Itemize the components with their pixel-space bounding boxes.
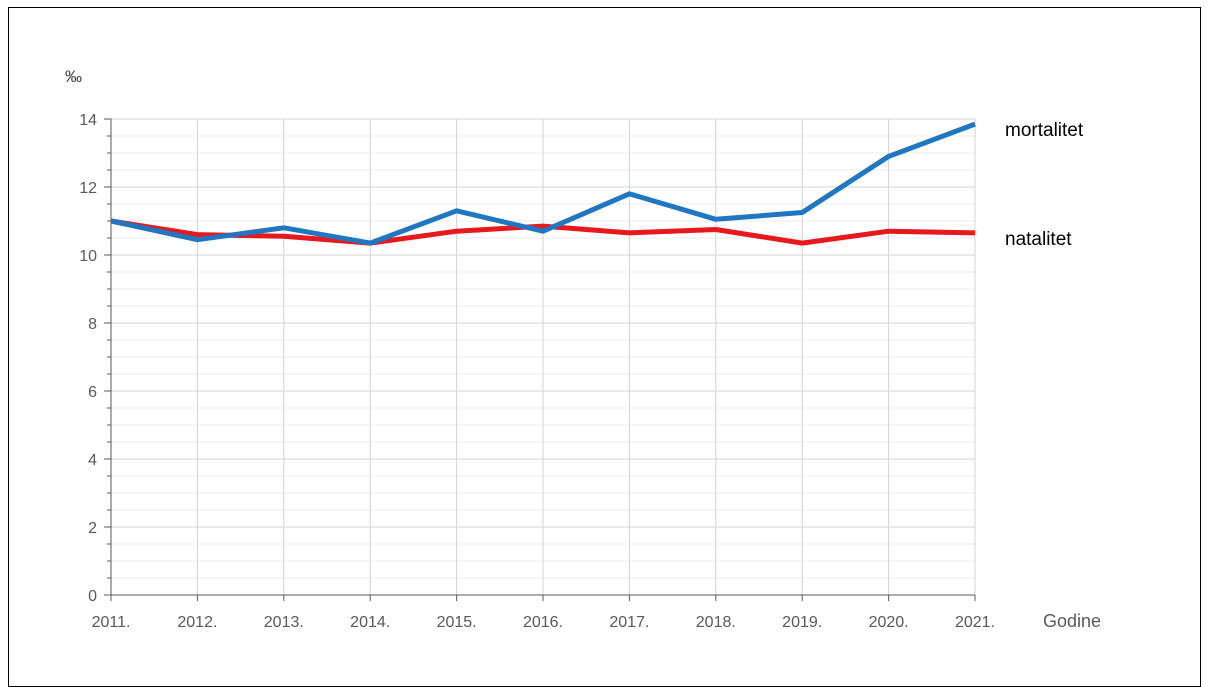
series-lines xyxy=(110,121,976,246)
x-axis-label: Godine xyxy=(1043,611,1101,631)
x-tick-label: 2011. xyxy=(92,614,131,631)
series-labels: mortalitet natalitet xyxy=(1005,120,1084,250)
x-tick-label: 2012. xyxy=(177,614,217,631)
x-tick-label: 2017. xyxy=(609,614,649,631)
y-tick-label: 14 xyxy=(79,112,97,129)
y-tick-label: 0 xyxy=(88,588,97,605)
y-tick-label: 10 xyxy=(79,248,97,265)
x-tick-label: 2016. xyxy=(523,614,563,631)
x-tick-label: 2015. xyxy=(437,614,477,631)
grid-vertical xyxy=(196,119,976,595)
chart-frame xyxy=(8,7,1201,687)
x-tick-label: 2014. xyxy=(350,614,390,631)
x-tick-label: 2020. xyxy=(869,614,909,631)
x-tick-labels: 2011. 2012. 2013. 2014. 2015. 2016. 2017. 2018.… xyxy=(92,614,995,631)
x-tick-label: 2021. xyxy=(955,614,995,631)
series-label-natalitet: natalitet xyxy=(1005,229,1072,250)
x-tick-label: 2018. xyxy=(696,614,736,631)
y-tick-label: 2 xyxy=(88,520,97,537)
x-tick-label: 2019. xyxy=(782,614,822,631)
series-line-natalitet xyxy=(110,218,976,246)
y-tick-labels: 0 2 4 6 8 10 12 14 xyxy=(79,112,97,605)
x-tick-label: 2013. xyxy=(264,614,304,631)
series-label-mortalitet: mortalitet xyxy=(1005,120,1084,141)
y-axis-label: ‰ xyxy=(65,67,82,86)
series-line-mortalitet xyxy=(110,121,976,246)
y-tick-label: 12 xyxy=(79,180,97,197)
axes xyxy=(104,118,976,601)
y-tick-label: 8 xyxy=(88,316,97,333)
y-tick-label: 4 xyxy=(88,452,97,469)
y-tick-label: 6 xyxy=(88,384,97,401)
